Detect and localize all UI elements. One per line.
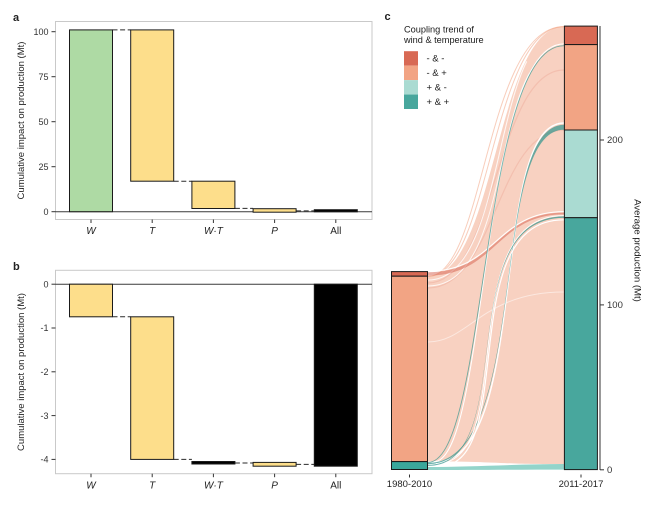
svg-text:0: 0 [43, 279, 48, 289]
svg-text:+ & +: + & + [427, 97, 450, 108]
svg-text:200: 200 [607, 135, 623, 146]
svg-text:P: P [271, 481, 278, 492]
svg-text:Average production (Mt): Average production (Mt) [632, 199, 643, 302]
svg-text:75: 75 [38, 72, 48, 82]
svg-text:T: T [149, 226, 156, 237]
svg-text:Cumulative impact on productio: Cumulative impact on production (Mt) [16, 42, 27, 200]
svg-text:-3: -3 [40, 411, 48, 421]
svg-text:c: c [385, 11, 391, 23]
svg-text:Cumulative impact on productio: Cumulative impact on production (Mt) [16, 293, 27, 451]
svg-text:Coupling trend of: Coupling trend of [404, 25, 474, 35]
svg-text:100: 100 [33, 27, 48, 37]
svg-text:W: W [86, 481, 97, 492]
svg-text:b: b [13, 261, 20, 273]
svg-text:T: T [149, 481, 156, 492]
svg-text:-4: -4 [40, 455, 48, 465]
svg-text:wind & temperature: wind & temperature [403, 35, 484, 45]
svg-text:W·T: W·T [204, 226, 224, 237]
svg-text:- & +: - & + [427, 68, 448, 79]
svg-text:All: All [330, 481, 341, 492]
svg-text:100: 100 [607, 300, 623, 311]
svg-text:0: 0 [43, 207, 48, 217]
svg-text:W: W [86, 226, 97, 237]
svg-text:50: 50 [38, 117, 48, 127]
svg-text:-2: -2 [40, 367, 48, 377]
svg-text:+ & -: + & - [427, 82, 447, 93]
svg-text:- & -: - & - [427, 54, 445, 65]
svg-text:All: All [330, 226, 341, 237]
svg-text:W·T: W·T [204, 481, 224, 492]
svg-text:1980-2010: 1980-2010 [387, 479, 432, 490]
svg-text:0: 0 [607, 465, 612, 476]
svg-text:25: 25 [38, 162, 48, 172]
svg-text:-1: -1 [40, 323, 48, 333]
svg-text:a: a [13, 12, 20, 24]
svg-text:P: P [271, 226, 278, 237]
svg-text:2011-2017: 2011-2017 [559, 479, 604, 490]
